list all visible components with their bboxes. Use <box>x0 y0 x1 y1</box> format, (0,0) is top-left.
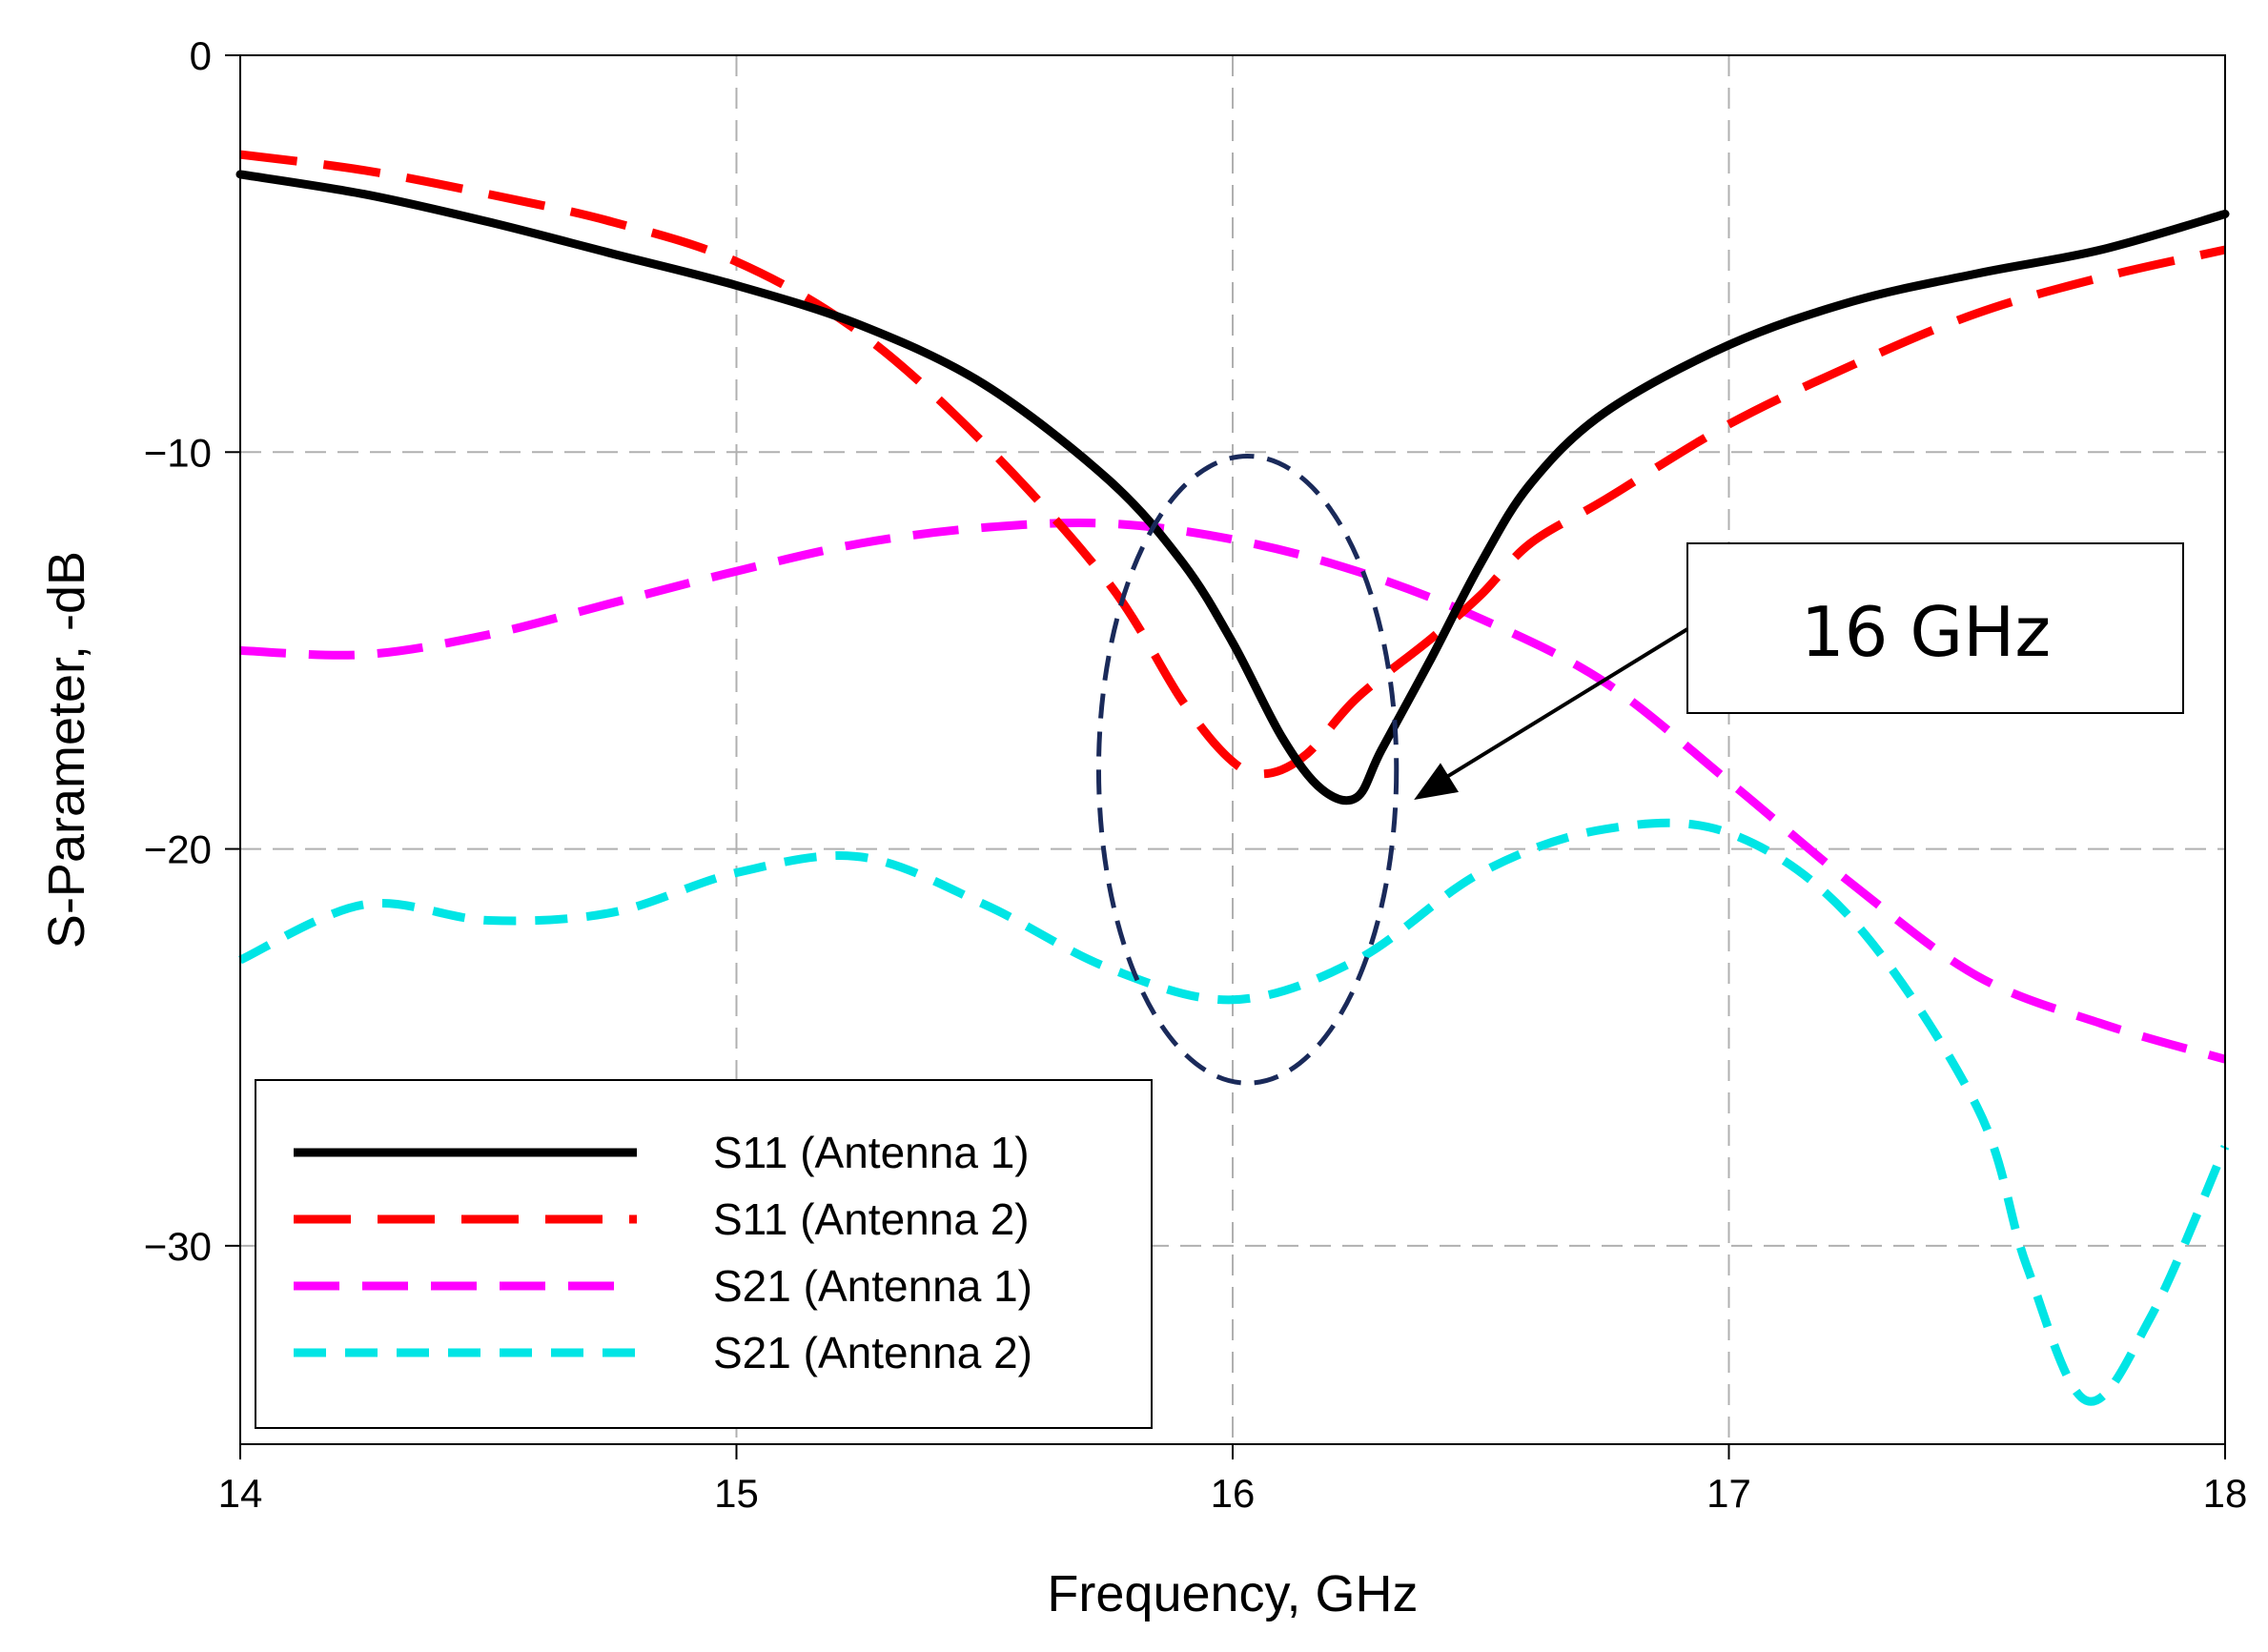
y-tick-label: −20 <box>144 827 212 872</box>
x-tick-label: 14 <box>218 1471 263 1516</box>
y-tick-label: −10 <box>144 430 212 475</box>
x-tick-label: 17 <box>1706 1471 1751 1516</box>
series-lines <box>235 150 2230 1406</box>
x-tick-label: 18 <box>2203 1471 2248 1516</box>
legend-box <box>255 1079 1153 1429</box>
callout-box <box>1686 542 2184 714</box>
legend-label-1: S11 (Antenna 1) <box>713 1128 1030 1177</box>
y-tick-label: −30 <box>144 1224 212 1269</box>
callout-arrowhead <box>1414 763 1460 800</box>
callout-label: 16 GHz <box>1801 592 2051 672</box>
x-tick-label: 16 <box>1211 1471 1256 1516</box>
y-tick-label: 0 <box>190 33 212 78</box>
series-line-4 <box>238 818 2230 1406</box>
series-line-3 <box>239 518 2227 1064</box>
x-tick-label: 15 <box>714 1471 759 1516</box>
legend-label-3: S21 (Antenna 1) <box>713 1261 1032 1311</box>
axis-ticks: 14 15 16 17 18 0 −10 −20 −30 <box>144 33 2248 1516</box>
highlight-ellipse <box>1095 453 1400 1086</box>
legend-label-4: S21 (Antenna 2) <box>713 1328 1032 1377</box>
x-axis-label: Frequency, GHz <box>1047 1565 1418 1622</box>
legend-label-2: S11 (Antenna 2) <box>713 1194 1030 1244</box>
callout-arrow-line <box>1440 627 1689 783</box>
annotations: 16 GHz <box>1095 453 2184 1086</box>
series-line-2 <box>239 150 2226 779</box>
series-line-1 <box>235 170 2230 806</box>
legend: S11 (Antenna 1) S11 (Antenna 2) S21 (Anten… <box>255 1079 1153 1429</box>
y-axis-label: S-Parameter, -dB <box>38 551 95 948</box>
